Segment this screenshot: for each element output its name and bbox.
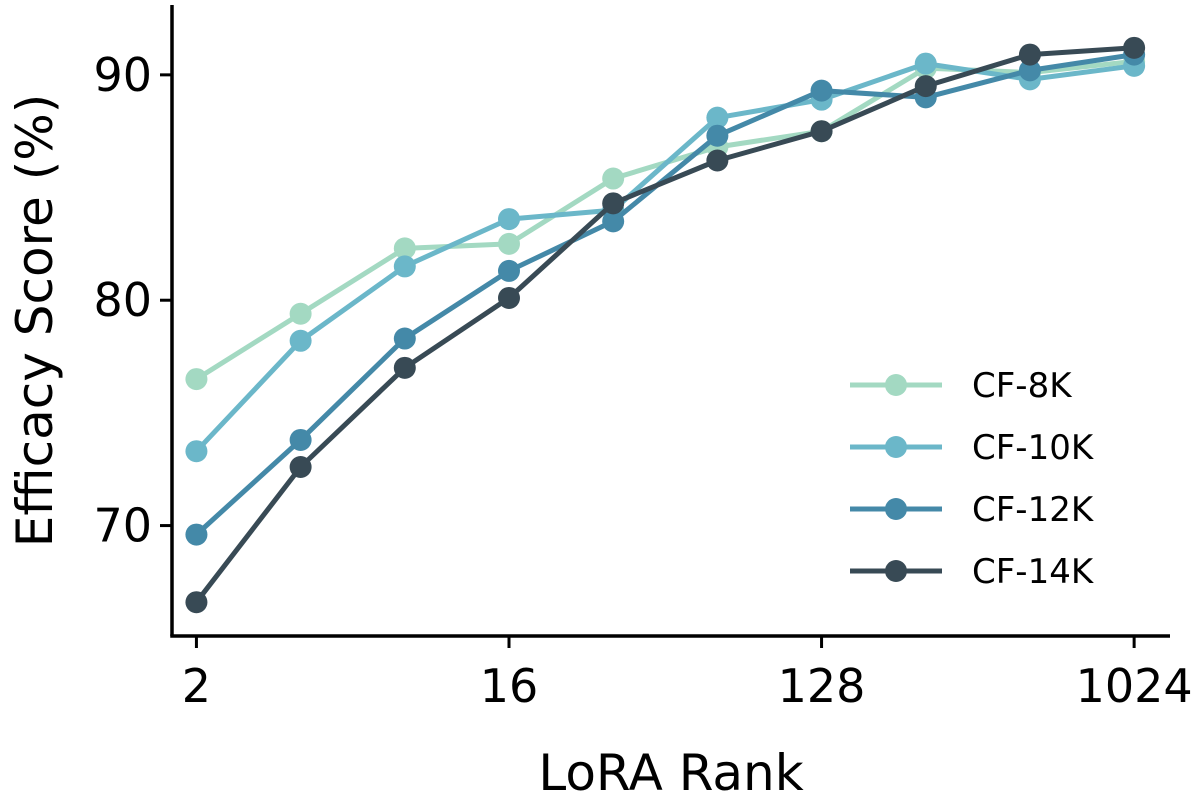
series-line-cf-8k [195, 58, 1135, 382]
axes [170, 5, 1170, 638]
data-point-cf-14k [393, 356, 416, 379]
x-tick-label: 2 [182, 659, 211, 713]
data-point-cf-10k [289, 329, 312, 352]
legend-marker [885, 436, 907, 458]
legend-label: CF-10K [972, 428, 1095, 468]
data-point-cf-12k [706, 124, 729, 147]
data-point-cf-12k [393, 327, 416, 350]
series-cf-14k [185, 36, 1146, 614]
y-axis-title: Efficacy Score (%) [6, 94, 64, 548]
series-line-cf-14k [194, 45, 1135, 604]
data-point-cf-14k [185, 591, 208, 614]
data-point-cf-14k [1018, 43, 1041, 66]
legend-label: CF-8K [972, 366, 1073, 406]
data-point-cf-12k [497, 259, 520, 282]
legend-item-cf-8k: CF-8K [850, 366, 1073, 406]
legend-label: CF-12K [972, 490, 1095, 530]
legend: CF-8K CF-10K CF-12K CF-14K [850, 366, 1095, 592]
y-tick-label: 80 [93, 273, 152, 327]
series-line-cf-12k [194, 52, 1135, 537]
data-point-cf-10k [497, 208, 520, 231]
legend-label: CF-14K [972, 552, 1095, 592]
data-point-cf-8k [393, 237, 416, 260]
data-point-cf-8k [497, 232, 520, 255]
y-tick-label: 90 [93, 48, 152, 102]
data-point-cf-10k [393, 255, 416, 278]
tick-layer: 2 16 128 1024 70 80 90 [93, 48, 1192, 713]
x-tick-label: 128 [778, 659, 866, 713]
series-cf-12k [185, 43, 1146, 546]
series-layer [185, 36, 1146, 614]
data-point-cf-12k [289, 428, 312, 451]
legend-item-cf-12k: CF-12K [850, 490, 1095, 530]
data-point-cf-10k [185, 440, 208, 463]
x-axis-title: LoRA Rank [538, 744, 803, 802]
legend-marker [885, 374, 907, 396]
data-point-cf-12k [810, 79, 833, 102]
x-tick-label: 1024 [1076, 659, 1193, 713]
data-point-cf-14k [602, 192, 625, 215]
legend-marker [885, 560, 907, 582]
data-point-cf-10k [706, 106, 729, 129]
data-point-cf-14k [1123, 36, 1146, 59]
data-point-cf-8k [602, 167, 625, 190]
data-point-cf-8k [289, 302, 312, 325]
data-point-cf-14k [914, 75, 937, 98]
data-point-cf-12k [602, 210, 625, 233]
series-cf-8k [185, 50, 1146, 391]
data-point-cf-12k [185, 523, 208, 546]
data-point-cf-14k [706, 149, 729, 172]
data-point-cf-10k [914, 52, 937, 75]
legend-marker [885, 498, 907, 520]
data-point-cf-14k [497, 286, 520, 309]
legend-item-cf-14k: CF-14K [850, 552, 1095, 592]
legend-item-cf-10k: CF-10K [850, 428, 1095, 468]
y-tick-label: 70 [93, 499, 152, 553]
data-point-cf-14k [289, 455, 312, 478]
x-tick-label: 16 [480, 659, 539, 713]
data-point-cf-14k [810, 120, 833, 143]
data-point-cf-8k [185, 368, 208, 391]
data-point-cf-12k [1018, 59, 1041, 82]
